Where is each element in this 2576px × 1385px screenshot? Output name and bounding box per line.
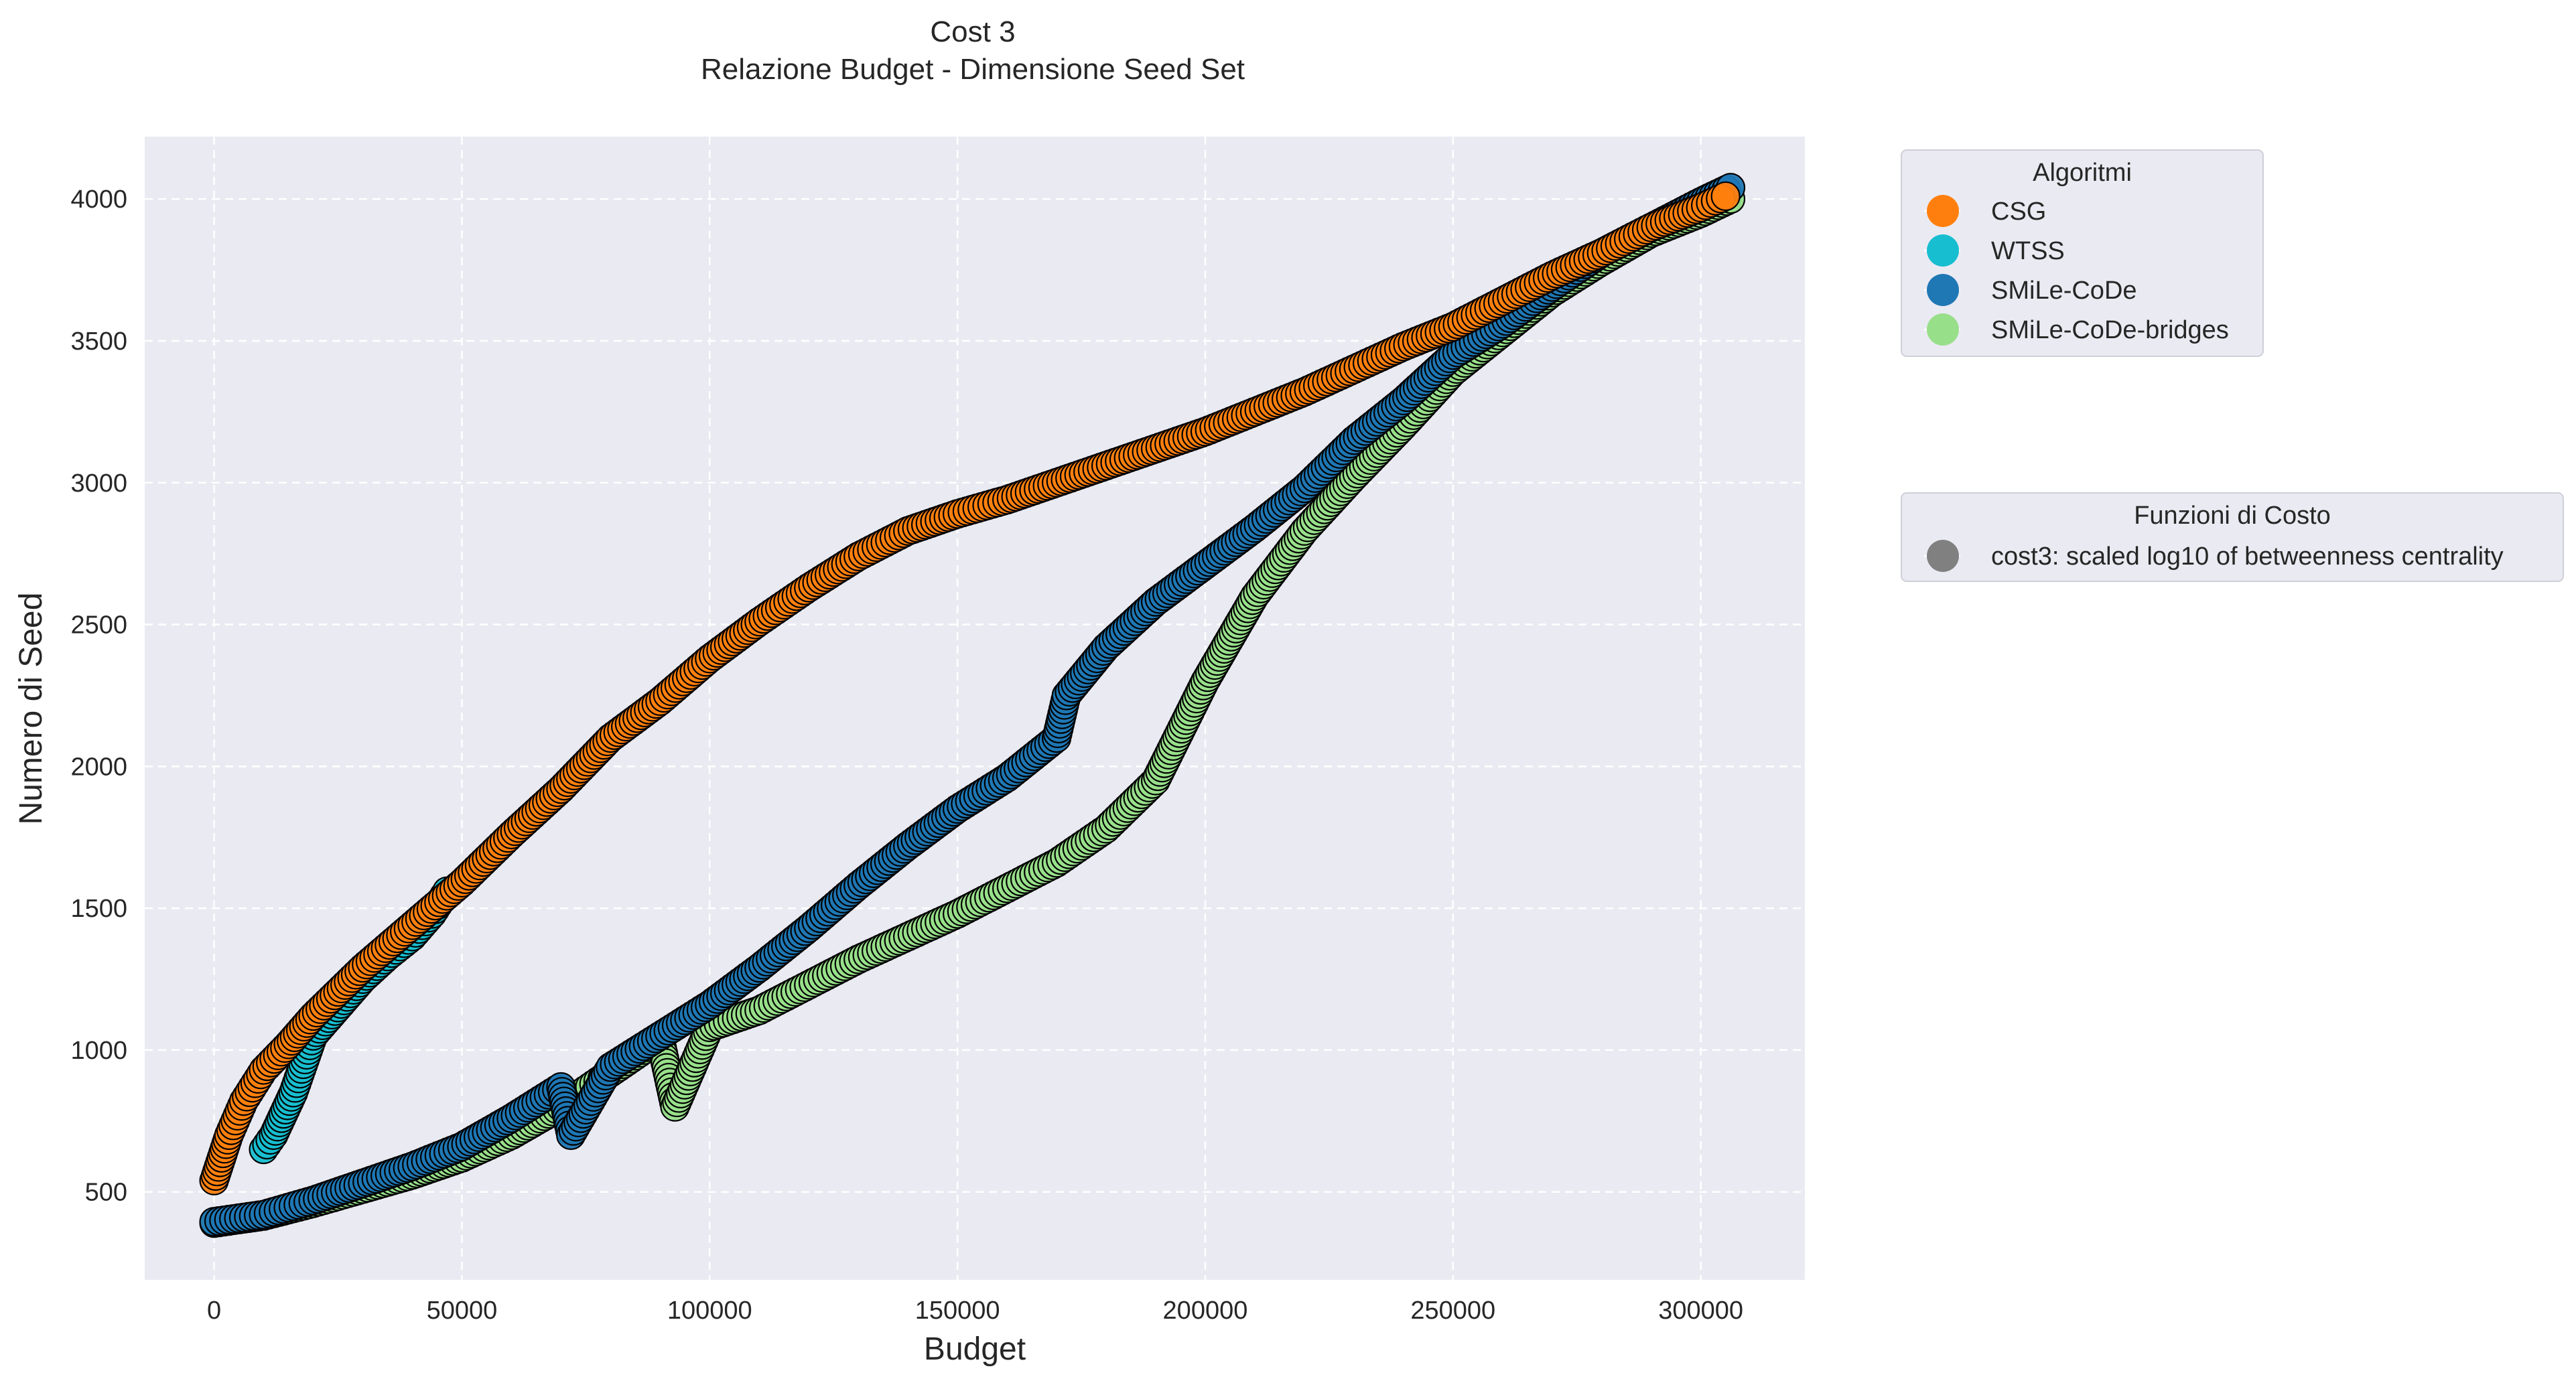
- legend-entry-label: SMiLe-CoDe: [1991, 277, 2137, 305]
- x-tick-label: 300000: [1658, 1297, 1743, 1325]
- x-tick-label: 200000: [1163, 1297, 1248, 1325]
- legend-marker: [1927, 313, 1959, 346]
- y-tick-label: 1500: [70, 895, 127, 923]
- legend-algoritmi-box: [1901, 149, 2264, 357]
- legend-marker: [1927, 195, 1959, 227]
- x-tick-label: 0: [207, 1297, 221, 1325]
- y-tick-label: 4000: [70, 186, 127, 214]
- y-axis-ticks: 500 1000 1500 2000 2500 3000 3500 4000: [70, 186, 127, 1207]
- legend-entry-label: WTSS: [1991, 237, 2065, 265]
- legend-entry-label: SMiLe-CoDe-bridges: [1991, 316, 2229, 344]
- y-tick-label: 500: [85, 1179, 127, 1207]
- legend-entry-label: CSG: [1991, 198, 2046, 226]
- data-point: [1710, 181, 1741, 212]
- legend-marker: [1927, 274, 1959, 306]
- x-tick-label: 100000: [667, 1297, 752, 1325]
- y-tick-label: 3000: [70, 469, 127, 498]
- legend-marker: [1927, 234, 1959, 267]
- chart-subtitle: Relazione Budget - Dimensione Seed Set: [701, 53, 1245, 86]
- y-tick-label: 1000: [70, 1037, 127, 1065]
- chart-title: Cost 3: [930, 15, 1015, 48]
- series-csg: [199, 181, 1741, 1195]
- legend-funzioni-box: [1901, 492, 2564, 582]
- y-tick-label: 2500: [70, 611, 127, 640]
- legend-funzioni-title: Funzioni di Costo: [2134, 502, 2331, 530]
- y-tick-label: 3500: [70, 327, 127, 356]
- legend-algoritmi-title: Algoritmi: [2033, 159, 2132, 187]
- x-tick-label: 250000: [1410, 1297, 1495, 1325]
- legend-marker: [1927, 540, 1959, 572]
- series-layer: [199, 173, 1746, 1238]
- legend-algoritmi: Algoritmi CSG WTSS SMiLe-CoDe SMiLe-CoDe-br…: [1901, 149, 2264, 357]
- legend-funzioni-di-costo: Funzioni di Costo cost3: scaled log10 of…: [1901, 492, 2564, 582]
- legend-entry-label: cost3: scaled log10 of betweenness centr…: [1991, 542, 2504, 571]
- y-axis-label: Numero di Seed: [13, 593, 49, 825]
- y-tick-label: 2000: [70, 753, 127, 781]
- x-tick-label: 150000: [915, 1297, 1000, 1325]
- series-smile-code: [199, 173, 1746, 1237]
- grid-lines: [145, 137, 1805, 1280]
- x-axis-ticks: 0 50000 100000 150000 200000 250000 300000: [207, 1297, 1743, 1325]
- x-axis-label: Budget: [924, 1331, 1026, 1367]
- x-tick-label: 50000: [427, 1297, 498, 1325]
